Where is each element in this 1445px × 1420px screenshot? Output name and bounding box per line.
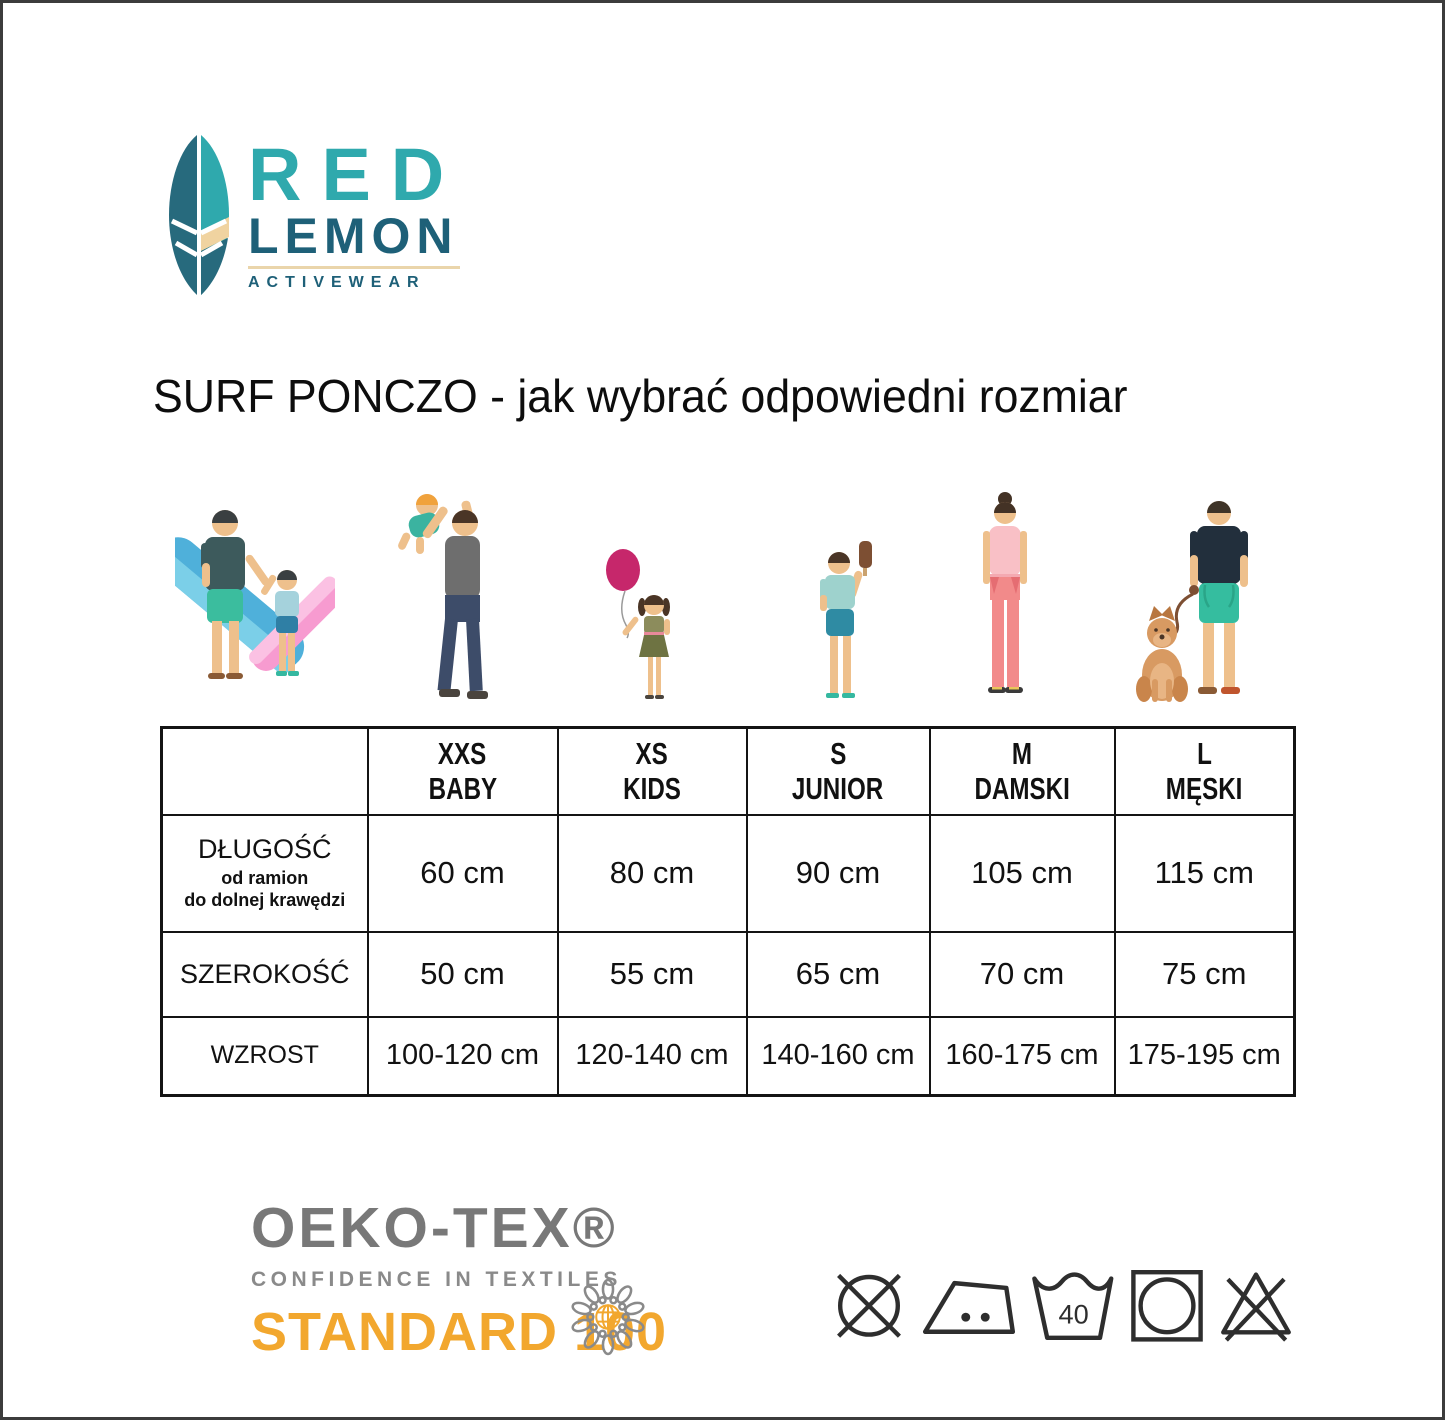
width-m: 70 cm (928, 930, 1116, 1018)
row-label-width: SZEROKOŚĆ (160, 930, 369, 1018)
illustration-woman-standing (983, 492, 1027, 693)
tumble-dry-icon (1130, 1270, 1203, 1342)
do-not-bleach-icon (1221, 1272, 1291, 1342)
do-not-dry-clean-icon (837, 1273, 901, 1338)
table-row-height: WZROST 100-120 cm 120-140 cm 140-160 cm … (160, 1015, 1296, 1097)
length-m: 105 cm (928, 813, 1116, 933)
table-header-row: XXS BABY XS KIDS S JUNIOR M DAMSKI L MĘSKI (160, 726, 1296, 816)
width-l: 75 cm (1113, 930, 1296, 1018)
length-xs: 80 cm (556, 813, 748, 933)
height-xxs: 100-120 cm (366, 1015, 559, 1097)
brand-name-line1: RED (248, 133, 465, 216)
height-s: 140-160 cm (745, 1015, 931, 1097)
brand-wordmark: RED LEMON ACTIVEWEAR (248, 133, 464, 292)
page-title: SURF PONCZO - jak wybrać odpowiedni rozm… (153, 370, 1128, 422)
illustration-boy-with-ice-cream (820, 541, 872, 698)
oeko-tex-name: OEKO-TEX® (251, 1196, 618, 1260)
width-s: 65 cm (745, 930, 931, 1018)
illustration-father-and-son-with-surfboards (175, 510, 335, 679)
height-l: 175-195 cm (1113, 1015, 1296, 1097)
brand-underline (248, 266, 460, 270)
height-xs: 120-140 cm (556, 1015, 748, 1097)
illustration-man-with-dog (1136, 501, 1248, 702)
length-s: 90 cm (745, 813, 931, 933)
surfboard-icon (169, 135, 229, 295)
wash-temperature: 40 (1058, 1298, 1088, 1329)
oeko-tex-subtitle: CONFIDENCE IN TEXTILES (251, 1268, 622, 1291)
header-l: L MĘSKI (1113, 726, 1296, 816)
width-xs: 55 cm (556, 930, 748, 1018)
header-xxs: XXS BABY (366, 726, 559, 816)
care-symbols-row: 40 (829, 1259, 1295, 1351)
illustration-girl-with-balloon (606, 549, 670, 699)
wash-40-icon: 40 (1032, 1272, 1114, 1340)
brand-tagline: ACTIVEWEAR (248, 274, 426, 292)
size-table: XXS BABY XS KIDS S JUNIOR M DAMSKI L MĘSKI DŁ… (160, 726, 1296, 1097)
header-empty-cell (160, 726, 369, 816)
row-label-height: WZROST (160, 1015, 369, 1097)
illustration-father-lifting-baby (398, 494, 488, 699)
brand-name-line2: LEMON (248, 208, 459, 265)
header-m: M DAMSKI (928, 726, 1116, 816)
oeko-tex-flower-icon (571, 1278, 645, 1356)
table-row-width: SZEROKOŚĆ 50 cm 55 cm 65 cm 70 cm 75 cm (160, 930, 1296, 1018)
table-row-length: DŁUGOŚĆ od ramion do dolnej krawędzi 60 … (160, 813, 1296, 933)
length-xxs: 60 cm (366, 813, 559, 933)
width-xxs: 50 cm (366, 930, 559, 1018)
header-s: S JUNIOR (745, 726, 931, 816)
iron-medium-icon (922, 1280, 1015, 1335)
height-m: 160-175 cm (928, 1015, 1116, 1097)
row-label-length: DŁUGOŚĆ od ramion do dolnej krawędzi (160, 813, 369, 933)
header-xs: XS KIDS (556, 726, 748, 816)
length-l: 115 cm (1113, 813, 1296, 933)
brand-logo: RED LEMON ACTIVEWEAR (166, 133, 464, 297)
